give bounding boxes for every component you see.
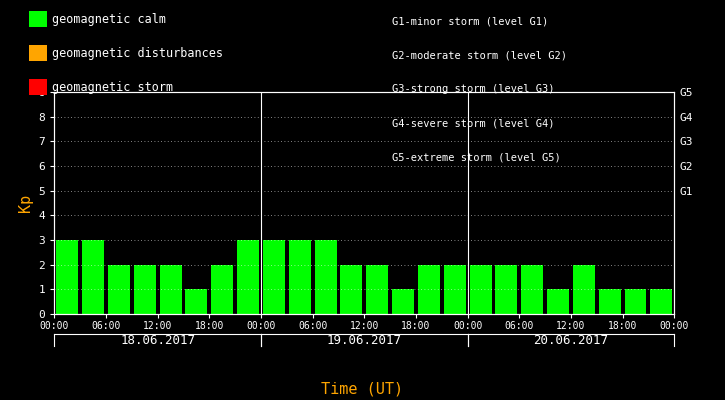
Text: geomagnetic calm: geomagnetic calm — [52, 13, 166, 26]
Text: G1-minor storm (level G1): G1-minor storm (level G1) — [392, 16, 548, 26]
Bar — [624, 289, 647, 314]
Bar — [521, 265, 543, 314]
Bar — [289, 240, 311, 314]
Bar — [599, 289, 621, 314]
Bar — [470, 265, 492, 314]
Bar — [392, 289, 414, 314]
Y-axis label: Kp: Kp — [18, 194, 33, 212]
Text: geomagnetic storm: geomagnetic storm — [52, 81, 173, 94]
Bar — [495, 265, 518, 314]
Bar — [108, 265, 130, 314]
Bar — [341, 265, 362, 314]
Bar — [263, 240, 285, 314]
Text: G5-extreme storm (level G5): G5-extreme storm (level G5) — [392, 152, 560, 162]
Bar — [237, 240, 259, 314]
Bar — [160, 265, 181, 314]
Bar — [650, 289, 672, 314]
Bar — [315, 240, 336, 314]
Text: geomagnetic disturbances: geomagnetic disturbances — [52, 47, 223, 60]
Bar — [418, 265, 440, 314]
Text: 20.06.2017: 20.06.2017 — [534, 334, 608, 347]
Bar — [186, 289, 207, 314]
Bar — [82, 240, 104, 314]
Bar — [366, 265, 388, 314]
Text: G2-moderate storm (level G2): G2-moderate storm (level G2) — [392, 50, 566, 60]
Bar — [57, 240, 78, 314]
Bar — [134, 265, 156, 314]
Bar — [211, 265, 233, 314]
Text: 19.06.2017: 19.06.2017 — [327, 334, 402, 347]
Bar — [547, 289, 569, 314]
Bar — [573, 265, 594, 314]
Text: G3-strong storm (level G3): G3-strong storm (level G3) — [392, 84, 554, 94]
Text: G4-severe storm (level G4): G4-severe storm (level G4) — [392, 118, 554, 128]
Text: 18.06.2017: 18.06.2017 — [120, 334, 195, 347]
Bar — [444, 265, 465, 314]
Text: Time (UT): Time (UT) — [321, 381, 404, 396]
